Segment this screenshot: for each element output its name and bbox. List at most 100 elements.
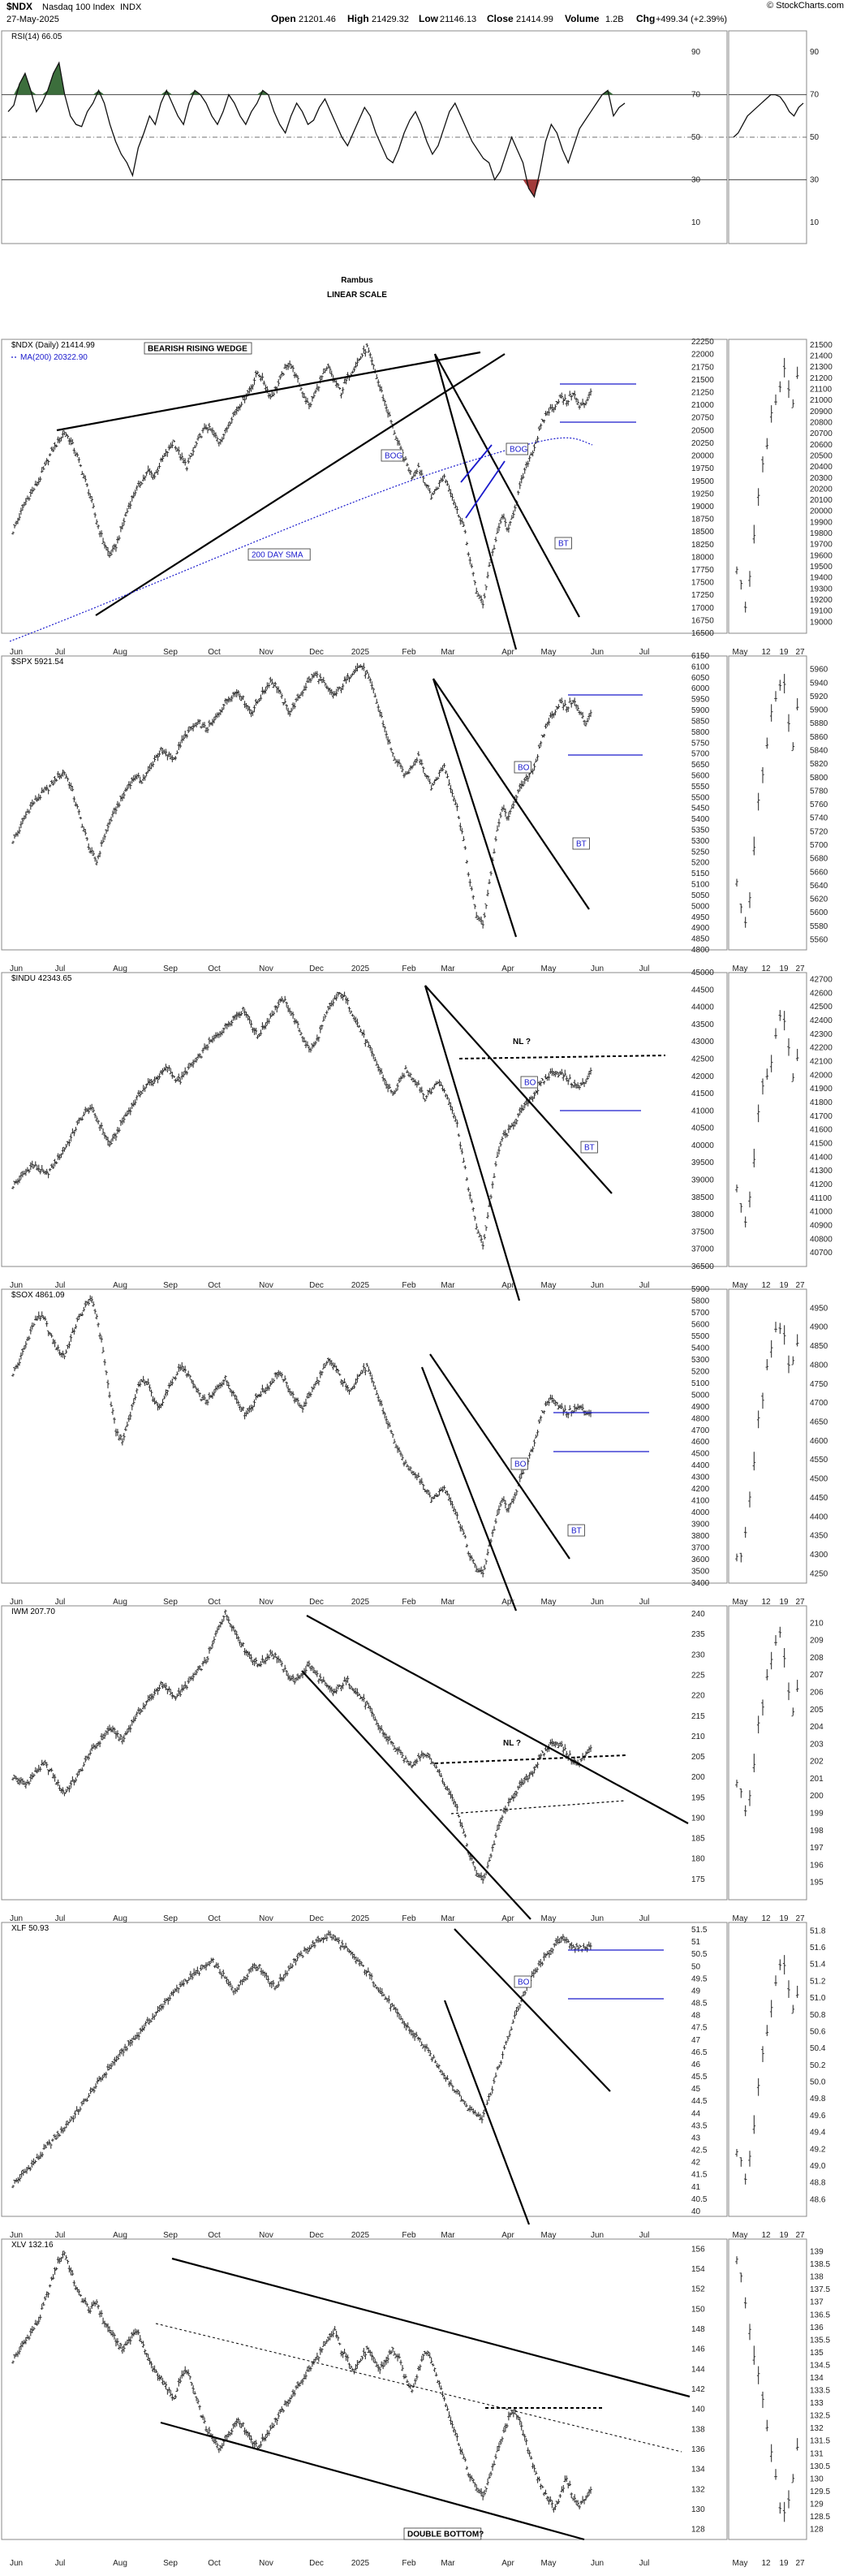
rsi-label: RSI(14) 66.05 [11,32,62,41]
panel-1-zoom-tick-23: 21300 [810,363,833,372]
panel-2-tick-15: 5550 [691,783,710,792]
panel-4-tick-4: 3800 [691,1532,710,1541]
panel-2-zoom-tick-5: 5660 [810,868,828,877]
panel-4-tick-2: 3600 [691,1556,710,1564]
panel-4-tick-11: 4500 [691,1450,710,1459]
panel-1-tick-12: 19500 [691,477,714,486]
panel-1-tick-3: 17250 [691,591,714,600]
panel-2-zoom-tick-1: 5580 [810,922,828,931]
close-value: 21414.99 [516,15,553,24]
panel-3-tick-5: 39000 [691,1176,714,1185]
panel-3-tick-6: 39500 [691,1159,714,1167]
rsi-zoom-tick-0: 10 [810,218,820,227]
panel-4-zoom-tick-3: 4400 [810,1512,828,1521]
panel-3-tick-8: 40500 [691,1124,714,1133]
panel-1-zoom-tick-11: 20100 [810,496,833,505]
header-symbol: $NDX [6,1,32,12]
panel-1-zoom-tick-25: 21500 [810,341,833,350]
panel-4-zoom-tick-2: 4350 [810,1532,828,1541]
panel-1-tick-17: 20750 [691,414,714,423]
panel-2-zoom-tick-9: 5740 [810,814,828,823]
low-label: Low [419,13,439,24]
header-date: 27-May-2025 [6,15,59,24]
panel-3-zoom-tick-15: 42200 [810,1044,833,1053]
panel-2-tick-25: 6050 [691,674,710,683]
panel-2-tick-23: 5950 [691,696,710,705]
panel-4-zoom-tick-6: 4550 [810,1456,828,1465]
panel-3-tick-1: 37000 [691,1245,714,1254]
panel-1-tick-16: 20500 [691,426,714,435]
panel-2-tick-8: 5200 [691,859,710,868]
open-value: 21201.46 [299,15,336,24]
panel-1-legend: MA(200) 20322.90 [11,353,88,362]
panel-4-zoom-tick-7: 4600 [810,1437,828,1446]
panel-1-zoom-tick-8: 19800 [810,529,833,538]
panel-2-tick-20: 5800 [691,728,710,737]
panel-3-zoom-tick-17: 42400 [810,1016,833,1025]
panel-1-tick-9: 18750 [691,516,714,524]
panel-2-zoom-tick-4: 5640 [810,882,828,891]
panel-4-tick-0: 3400 [691,1579,710,1588]
panel-2-tick-21: 5850 [691,717,710,726]
chg-value: +499.34 (+2.39%) [656,15,727,24]
header-exchange: INDX [120,2,142,12]
panel-4-tick-25: 5900 [691,1285,710,1294]
panel-1-zoom-tick-15: 20500 [810,451,833,460]
rsi-zoom-tick-1: 30 [810,175,820,184]
panel-1-tick-0: 16500 [691,629,714,638]
panel-4-tick-6: 4000 [691,1508,710,1517]
panel-3-zoom-tick-16: 42300 [810,1030,833,1039]
panel-1-tick-14: 20000 [691,452,714,461]
panel-1-tick-21: 21750 [691,363,714,372]
panel-2-zoom-tick-3: 5620 [810,895,828,904]
panel-1-legend-text: MA(200) 20322.90 [20,353,88,362]
panel-2-zoom-tick-19: 5940 [810,679,828,688]
panel-2-zoom-tick-11: 5780 [810,787,828,796]
panel-4-tick-22: 5600 [691,1320,710,1329]
panel-3-tick-14: 43500 [691,1020,714,1029]
panel-1-tick-4: 17500 [691,579,714,588]
panel-2-zoom-tick-15: 5860 [810,733,828,742]
panel-2-tick-4: 5000 [691,902,710,911]
rsi-tick-4: 90 [691,48,701,57]
panel-3-zoom-tick-14: 42100 [810,1057,833,1066]
panel-2-tick-19: 5750 [691,739,710,748]
panel-4-tick-16: 5000 [691,1391,710,1400]
panel-3-zoom-tick-1: 40800 [810,1235,833,1244]
panel-2-tick-12: 5400 [691,815,710,824]
panel-3-zoom-tick-2: 40900 [810,1221,833,1230]
panel-2-zoom-tick-7: 5700 [810,841,828,850]
panel-3-tick-10: 41500 [691,1090,714,1098]
panel-1-zoom-tick-6: 19600 [810,551,833,560]
panel-2-tick-27: 6150 [691,652,710,661]
panel-4-tick-21: 5500 [691,1332,710,1341]
panel-4-tick-1: 3500 [691,1568,710,1577]
panel-4-tick-12: 4600 [691,1438,710,1447]
panel-2-tick-17: 5650 [691,761,710,770]
panel-1-zoom-tick-5: 19500 [810,563,833,572]
panel-1-zoom-tick-13: 20300 [810,474,833,483]
panel-4-zoom-tick-14: 4950 [810,1304,828,1313]
panel-1-tick-7: 18250 [691,541,714,550]
panel-2-tick-1: 4850 [691,935,710,944]
panel-1-tick-1: 16750 [691,616,714,625]
panel-1-zoom-tick-20: 21000 [810,396,833,405]
panel-4-tick-23: 5700 [691,1309,710,1318]
panel-2-zoom-tick-2: 5600 [810,908,828,917]
panel-3-tick-7: 40000 [691,1141,714,1150]
panel-1-zoom-tick-16: 20600 [810,441,833,450]
panel-1-tick-8: 18500 [691,528,714,537]
panel-1-zoom-tick-3: 19300 [810,585,833,593]
panel-2-tick-2: 4900 [691,924,710,933]
panel-4-tick-20: 5400 [691,1344,710,1353]
panel-3-zoom-tick-4: 41100 [810,1194,833,1203]
panel-1-tick-6: 18000 [691,553,714,562]
panel-2-tick-3: 4950 [691,913,710,922]
panel-1-zoom-tick-18: 20800 [810,418,833,427]
panel-1-zoom-tick-0: 19000 [810,618,833,627]
panel-1-zoom-tick-12: 20200 [810,485,833,494]
panel-2-tick-26: 6100 [691,662,710,671]
panel-4-zoom-tick-12: 4850 [810,1342,828,1351]
